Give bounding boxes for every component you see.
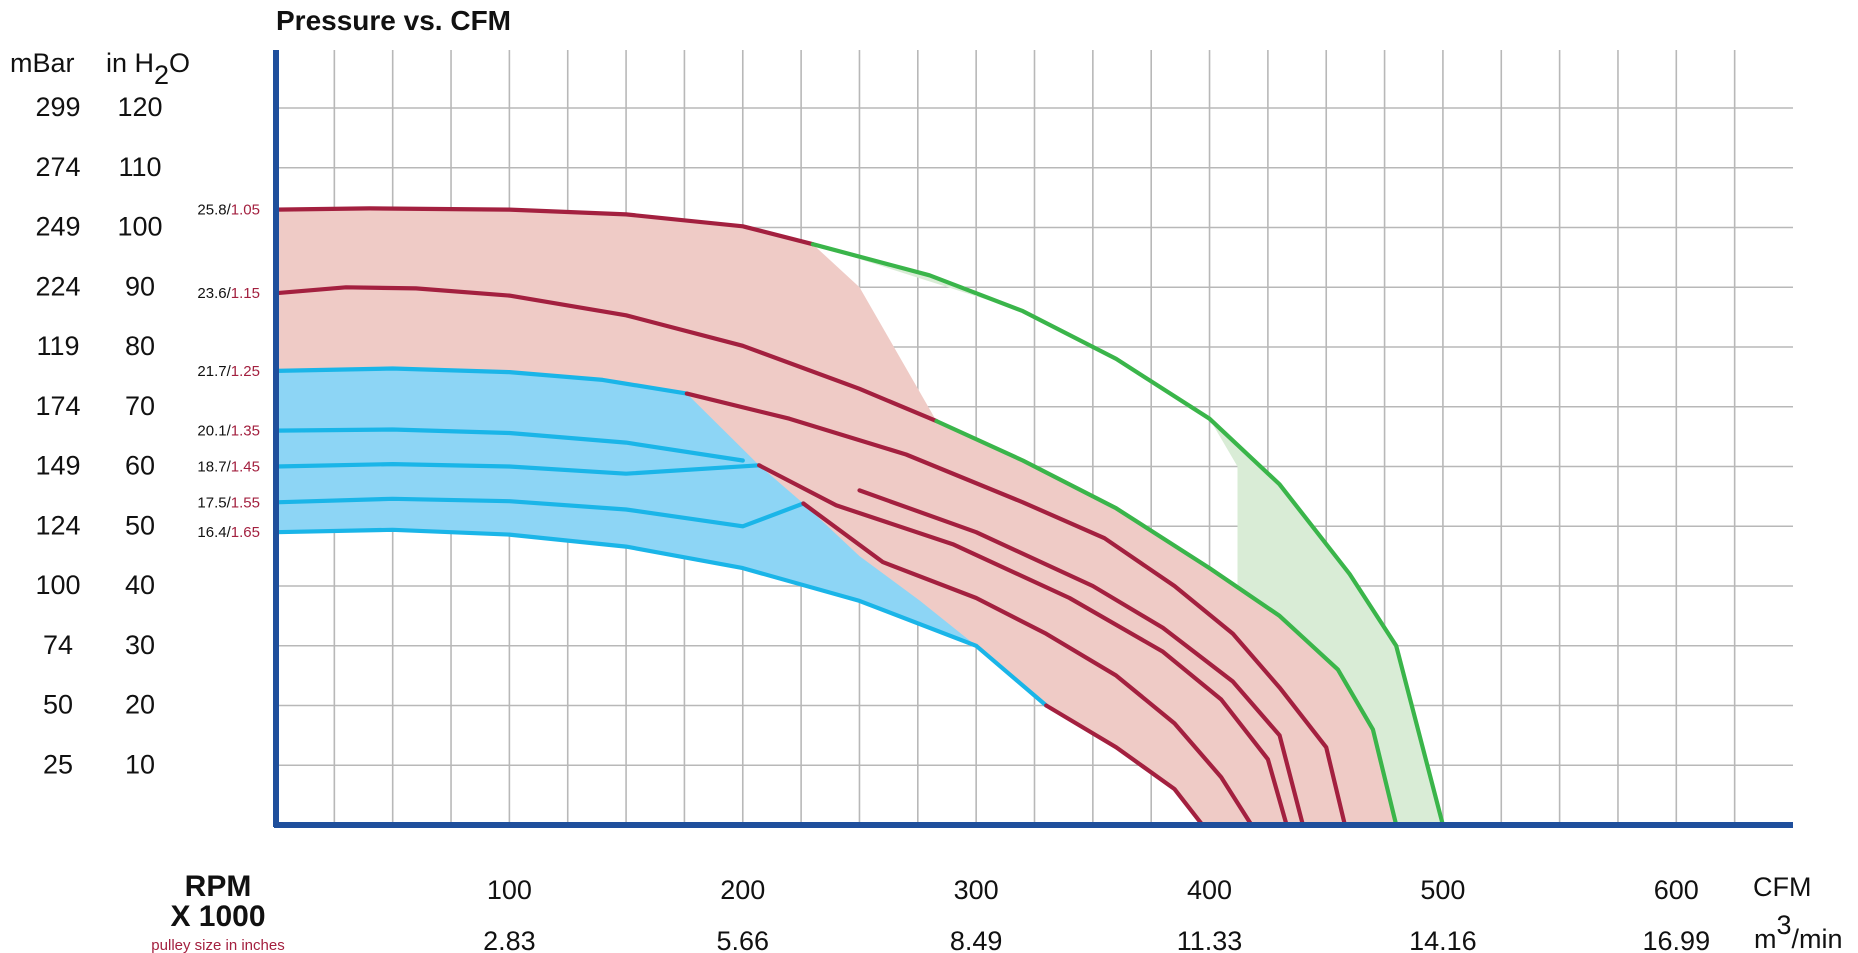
y-tick-mbar-100: 100 xyxy=(35,570,80,600)
y-tick-mbar-25: 25 xyxy=(43,749,73,779)
inh2o-unit-label: in H2O xyxy=(106,48,190,90)
inh2o-unit-end: O xyxy=(169,48,190,78)
curve-6-segment-1 xyxy=(1044,703,1205,828)
y-tick-labels: 299 120 274 110 249 100 224 90 119 80 174 70 149 60 12… xyxy=(35,92,162,779)
y-tick-inh2o-100: 100 xyxy=(117,212,162,242)
x-tick-labels: 100 2.83 200 5.66 300 8.49 400 11.33 500 14.16 600… xyxy=(483,875,1710,953)
x-tick-m3-11.33: 11.33 xyxy=(1177,926,1243,953)
y-tick-inh2o-110: 110 xyxy=(118,152,161,182)
curve-0-segment-1 xyxy=(810,242,1445,828)
curve-3-segment-0 xyxy=(273,427,745,463)
series-label-3: 20.1/1.35 xyxy=(197,423,260,440)
rpm-label: RPM xyxy=(185,870,252,903)
rpm-x1000-label: X 1000 xyxy=(170,900,265,933)
series-label-0: 25.8/1.05 xyxy=(197,202,260,219)
series-label-4-pulley: 1.45 xyxy=(231,459,260,476)
curve-4-segment-1 xyxy=(757,463,1289,828)
axes xyxy=(273,50,1793,828)
y-tick-inh2o-120: 120 xyxy=(117,92,162,122)
series-label-4-rpm: 18.7/ xyxy=(197,459,231,476)
series-label-1-pulley: 1.15 xyxy=(231,285,260,302)
y-tick-mbar-74: 74 xyxy=(43,630,73,660)
x-tick-cfm-100: 100 xyxy=(487,875,532,905)
region-pink xyxy=(276,208,1397,825)
y-tick-inh2o-50: 50 xyxy=(125,510,155,540)
x-tick-m3-14.16: 14.16 xyxy=(1409,926,1477,953)
series-label-0-pulley: 1.05 xyxy=(231,202,260,219)
curve-0-segment-0 xyxy=(273,206,815,247)
x-tick-cfm-600: 600 xyxy=(1654,875,1699,905)
curve-5-segment-1 xyxy=(801,501,1254,828)
x-tick-m3-8.49: 8.49 xyxy=(950,926,1003,953)
mbar-unit-label: mBar xyxy=(10,48,75,78)
m3min-unit-label: m3/min xyxy=(1754,910,1843,953)
series-label-6-rpm: 16.4/ xyxy=(197,524,231,541)
y-tick-mbar-249: 249 xyxy=(35,212,80,242)
y-tick-mbar-299: 299 xyxy=(35,92,80,122)
y-tick-mbar-174: 174 xyxy=(35,391,80,421)
series-label-3-pulley: 1.35 xyxy=(231,423,260,440)
curve-3-segment-1 xyxy=(857,488,1305,828)
y-tick-inh2o-40: 40 xyxy=(125,570,155,600)
series-label-0-rpm: 25.8/ xyxy=(197,202,231,219)
y-tick-inh2o-70: 70 xyxy=(125,391,155,421)
y-tick-inh2o-30: 30 xyxy=(125,630,155,660)
m3min-unit-suffix: /min xyxy=(1792,924,1843,953)
curve-6-segment-0 xyxy=(273,527,1049,708)
series-label-6: 16.4/1.65 xyxy=(197,524,260,541)
cfm-unit-label: CFM xyxy=(1753,872,1811,902)
x-tick-cfm-500: 500 xyxy=(1420,875,1465,905)
series-label-3-rpm: 20.1/ xyxy=(197,423,231,440)
m3min-unit-sup: 3 xyxy=(1777,910,1792,940)
curve-1-segment-1 xyxy=(934,419,1399,828)
x-tick-cfm-300: 300 xyxy=(954,875,999,905)
x-tick-m3-16.99: 16.99 xyxy=(1643,926,1711,953)
curve-2-segment-1 xyxy=(684,391,1347,828)
y-tick-mbar-50: 50 xyxy=(43,690,73,720)
fan-curves xyxy=(273,206,1445,828)
inh2o-unit-main: in H xyxy=(106,48,154,78)
y-tick-mbar-119: 119 xyxy=(36,331,79,361)
y-tick-inh2o-10: 10 xyxy=(125,749,155,779)
series-label-2-rpm: 21.7/ xyxy=(197,363,231,380)
series-label-2-pulley: 1.25 xyxy=(231,363,260,380)
series-label-1-rpm: 23.6/ xyxy=(197,285,231,302)
series-label-4: 18.7/1.45 xyxy=(197,459,260,476)
series-label-5-rpm: 17.5/ xyxy=(197,494,231,511)
curve-1-segment-0 xyxy=(273,285,939,424)
y-tick-mbar-274: 274 xyxy=(35,152,80,182)
chart-title: Pressure vs. CFM xyxy=(276,5,511,36)
series-labels: 25.8/1.05 23.6/1.15 21.7/1.25 20.1/1.35 18.7… xyxy=(197,202,260,542)
curve-4-segment-0 xyxy=(273,462,762,476)
y-tick-inh2o-60: 60 xyxy=(125,451,155,481)
y-tick-inh2o-80: 80 xyxy=(125,331,155,361)
y-tick-mbar-224: 224 xyxy=(35,271,80,301)
y-tick-mbar-149: 149 xyxy=(35,451,80,481)
pulley-size-label: pulley size in inches xyxy=(151,937,284,953)
series-label-6-pulley: 1.65 xyxy=(231,524,260,541)
x-tick-cfm-400: 400 xyxy=(1187,875,1232,905)
y-tick-mbar-124: 124 xyxy=(35,510,80,540)
curve-5-segment-0 xyxy=(273,496,806,529)
x-tick-m3-2.83: 2.83 xyxy=(483,926,536,953)
m3min-unit-prefix: m xyxy=(1754,924,1777,953)
region-blue xyxy=(276,368,1047,706)
series-label-5-pulley: 1.55 xyxy=(231,494,260,511)
curve-2-segment-0 xyxy=(273,366,689,396)
x-tick-cfm-200: 200 xyxy=(720,875,765,905)
y-tick-inh2o-90: 90 xyxy=(125,271,155,301)
x-tick-m3-5.66: 5.66 xyxy=(716,926,769,953)
inh2o-unit-sub: 2 xyxy=(154,60,169,90)
y-tick-inh2o-20: 20 xyxy=(125,690,155,720)
series-label-2: 21.7/1.25 xyxy=(197,363,260,380)
series-label-1: 23.6/1.15 xyxy=(197,285,260,302)
series-label-5: 17.5/1.55 xyxy=(197,494,260,511)
